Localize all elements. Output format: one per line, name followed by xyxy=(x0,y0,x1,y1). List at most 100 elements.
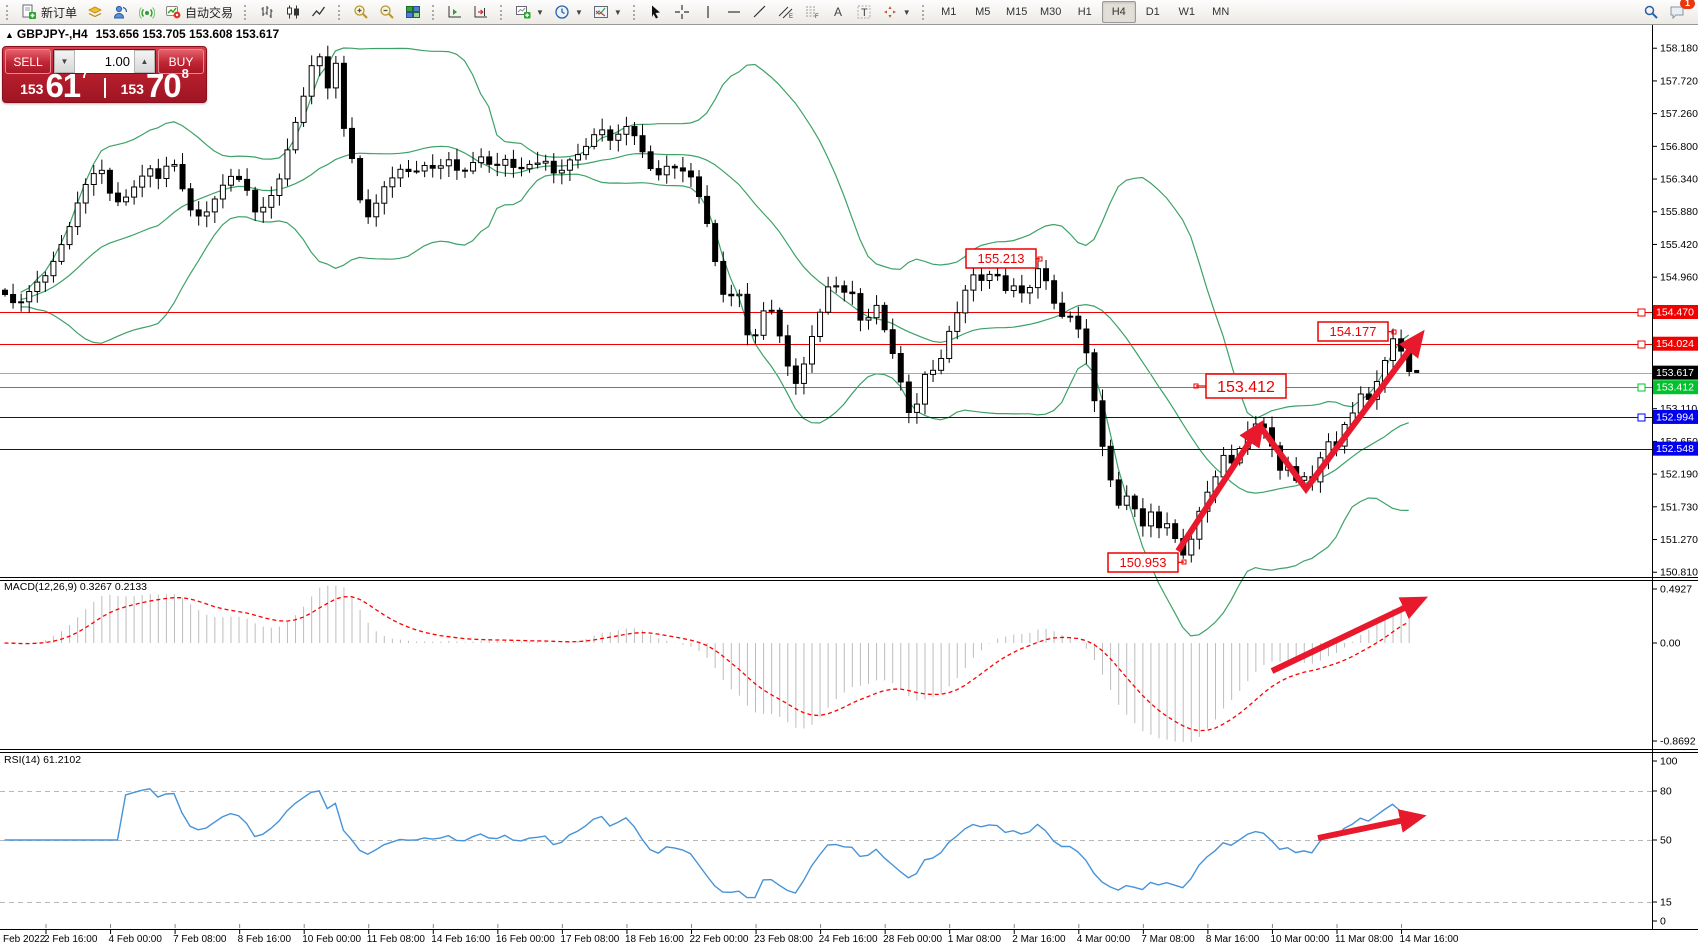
bar-chart-mode-button[interactable] xyxy=(254,1,280,23)
bollinger-upper-band xyxy=(20,47,1410,420)
autotrading-button[interactable]: 自动交易 xyxy=(160,1,238,23)
candle-chart-mode-button[interactable] xyxy=(280,1,306,23)
line-chart-icon xyxy=(312,6,326,17)
swing-label-text: 150.953 xyxy=(1120,555,1167,570)
date-label: 4 Feb 00:00 xyxy=(109,934,163,945)
text-tool-button[interactable]: A xyxy=(825,1,851,23)
fibonacci-tool-button[interactable]: F xyxy=(799,1,825,23)
text-label-icon: T xyxy=(857,5,871,19)
price-line-tag-153.412 xyxy=(1653,380,1698,395)
price-tick-label: 155.880 xyxy=(1660,206,1698,218)
rsi-axis-label: 100 xyxy=(1660,756,1678,768)
price-tick-label: 150.810 xyxy=(1660,567,1698,579)
date-label: 16 Feb 00:00 xyxy=(496,934,555,945)
timeframe-h1[interactable]: H1 xyxy=(1077,6,1092,18)
new-order-button[interactable]: 新订单 xyxy=(16,1,82,23)
timeframe-m30[interactable]: M30 xyxy=(1040,6,1062,18)
line-chart-mode-button[interactable] xyxy=(306,1,332,23)
search-icon xyxy=(1644,5,1658,19)
candlesticks xyxy=(2,45,1420,563)
swing-label-box xyxy=(1205,373,1287,399)
macd-axis-label: 0.4927 xyxy=(1660,584,1692,596)
bollinger-bands xyxy=(20,47,1410,637)
buy-price[interactable]: 153 70 8 xyxy=(106,66,205,102)
price-axis[interactable]: 158.180 157.720 157.260 156.800 156.340 155.8… xyxy=(1652,24,1698,929)
market-watch-button[interactable] xyxy=(108,1,134,23)
timeframe-m5[interactable]: M5 xyxy=(975,6,991,18)
signals-button[interactable] xyxy=(134,1,160,23)
trendline-tool-button[interactable] xyxy=(747,1,773,23)
volume-increase-button[interactable]: ▲ xyxy=(134,50,155,73)
crosshair-icon xyxy=(674,5,689,19)
chart-shift-icon xyxy=(448,6,462,18)
new-order-label: 新订单 xyxy=(41,5,78,20)
hline-tool-button[interactable] xyxy=(721,1,747,23)
profiles-button[interactable] xyxy=(82,1,108,23)
chat-unread-badge: 1 xyxy=(1680,0,1695,9)
sell-price[interactable]: 153 61 7 xyxy=(5,66,104,102)
timeframe-d1[interactable]: D1 xyxy=(1145,6,1160,18)
tile-windows-button[interactable] xyxy=(400,1,426,23)
timeframe-mn[interactable]: MN xyxy=(1212,6,1230,18)
price-line-tag-153.617 xyxy=(1653,365,1698,380)
bar-chart-icon xyxy=(261,6,273,18)
zoom-in-button[interactable] xyxy=(348,1,374,23)
chart-shift-button[interactable] xyxy=(442,1,468,23)
volume-decrease-button[interactable]: ▼ xyxy=(54,50,75,73)
sell-button[interactable]: SELL xyxy=(5,49,51,74)
price-tick-label: 151.270 xyxy=(1660,534,1698,546)
search-button[interactable] xyxy=(1638,1,1664,23)
template-chart-icon xyxy=(593,6,608,18)
date-label: 18 Feb 16:00 xyxy=(625,934,684,945)
one-click-trade-panel: SELL ▼ 1.00 ▲ BUY 153 61 7 153 70 8 xyxy=(2,46,207,103)
timeframe-m1[interactable]: M1 xyxy=(941,6,957,18)
svg-text:F: F xyxy=(815,14,819,20)
price-line-tag-152.548 xyxy=(1653,441,1698,456)
timeframe-m15[interactable]: M15 xyxy=(1006,6,1028,18)
last-price-marker xyxy=(1414,369,1420,373)
auto-scroll-button[interactable] xyxy=(468,1,494,23)
dropdown-caret: ▼ xyxy=(574,7,583,17)
arrows-tool-button[interactable]: ▼ xyxy=(877,1,916,23)
date-label: 10 Mar 00:00 xyxy=(1270,934,1329,945)
chart-annotations[interactable]: 155.213 154.177 153.412 150.953 xyxy=(965,248,1429,841)
periods-button[interactable]: ▼ xyxy=(549,1,588,23)
crosshair-tool-button[interactable] xyxy=(669,1,695,23)
date-label: 2 Feb 16:00 xyxy=(44,934,98,945)
date-label: 7 Feb 08:00 xyxy=(173,934,227,945)
toolbar-grip xyxy=(338,4,343,20)
price-line-tag-154.024 xyxy=(1653,336,1698,351)
templates-button[interactable]: ▼ xyxy=(588,1,627,23)
dropdown-caret: ▼ xyxy=(536,7,544,17)
chat-button[interactable]: 1 xyxy=(1664,0,1695,23)
volume-input[interactable]: 1.00 xyxy=(75,50,134,73)
date-label: Feb 2022 xyxy=(3,934,46,945)
cursor-tool-button[interactable] xyxy=(643,1,669,23)
date-label: 14 Mar 16:00 xyxy=(1400,934,1459,945)
price-divider xyxy=(103,78,106,98)
bollinger-middle-band xyxy=(20,145,1409,494)
buy-price-point: 8 xyxy=(181,66,189,81)
new-chart-button[interactable]: ▼ xyxy=(510,1,549,23)
buy-button[interactable]: BUY xyxy=(158,49,204,74)
text-label-tool-button[interactable]: T xyxy=(851,1,877,23)
zoom-out-button[interactable] xyxy=(374,1,400,23)
macd-indicator: MACD(12,26,9) 0.3267 0.2133 0.4927 0.00 -0.… xyxy=(4,581,1696,748)
dropdown-caret: ▼ xyxy=(902,7,911,17)
rsi-line xyxy=(4,788,1410,899)
equidistant-channel-icon: E xyxy=(778,6,793,20)
swing-label-box xyxy=(1317,321,1389,342)
timeframe-w1[interactable]: W1 xyxy=(1178,6,1195,18)
trendline-icon xyxy=(753,5,766,18)
dropdown-caret: ▼ xyxy=(613,7,622,17)
toolbar-grip xyxy=(632,4,638,20)
price-tick-label: 158.180 xyxy=(1660,43,1698,55)
channel-tool-button[interactable]: E xyxy=(773,1,799,23)
timeframe-h4[interactable]: H4 xyxy=(1101,1,1136,23)
trend-arrow xyxy=(1257,329,1425,495)
price-tick-label: 157.720 xyxy=(1660,75,1698,87)
vline-tool-button[interactable] xyxy=(695,1,721,23)
svg-text:T: T xyxy=(861,7,868,19)
